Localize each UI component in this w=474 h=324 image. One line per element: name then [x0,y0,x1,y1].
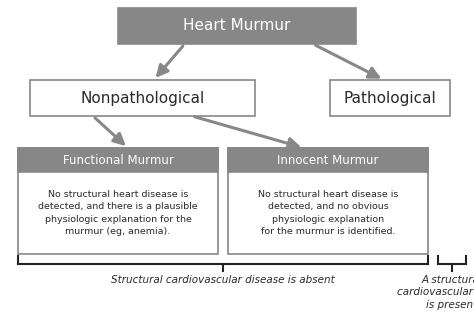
Bar [18,148,218,172]
Bar [228,148,428,254]
Text: Pathological: Pathological [344,90,437,106]
Text: Nonpathological: Nonpathological [81,90,205,106]
Text: No structural heart disease is
detected, and no obvious
physiologic explanation
: No structural heart disease is detected,… [258,190,398,236]
Text: Heart Murmur: Heart Murmur [183,18,291,33]
Text: Structural cardiovascular disease is absent: Structural cardiovascular disease is abs… [111,275,335,285]
Bar [330,80,450,116]
Text: Innocent Murmur: Innocent Murmur [277,154,379,167]
Bar [118,8,356,44]
Bar [30,80,255,116]
Bar [18,148,218,254]
Text: A structural
cardiovascular lesion
is present: A structural cardiovascular lesion is pr… [397,275,474,310]
Text: No structural heart disease is
detected, and there is a plausible
physiologic ex: No structural heart disease is detected,… [38,190,198,236]
Text: Functional Murmur: Functional Murmur [63,154,173,167]
Bar [228,148,428,172]
